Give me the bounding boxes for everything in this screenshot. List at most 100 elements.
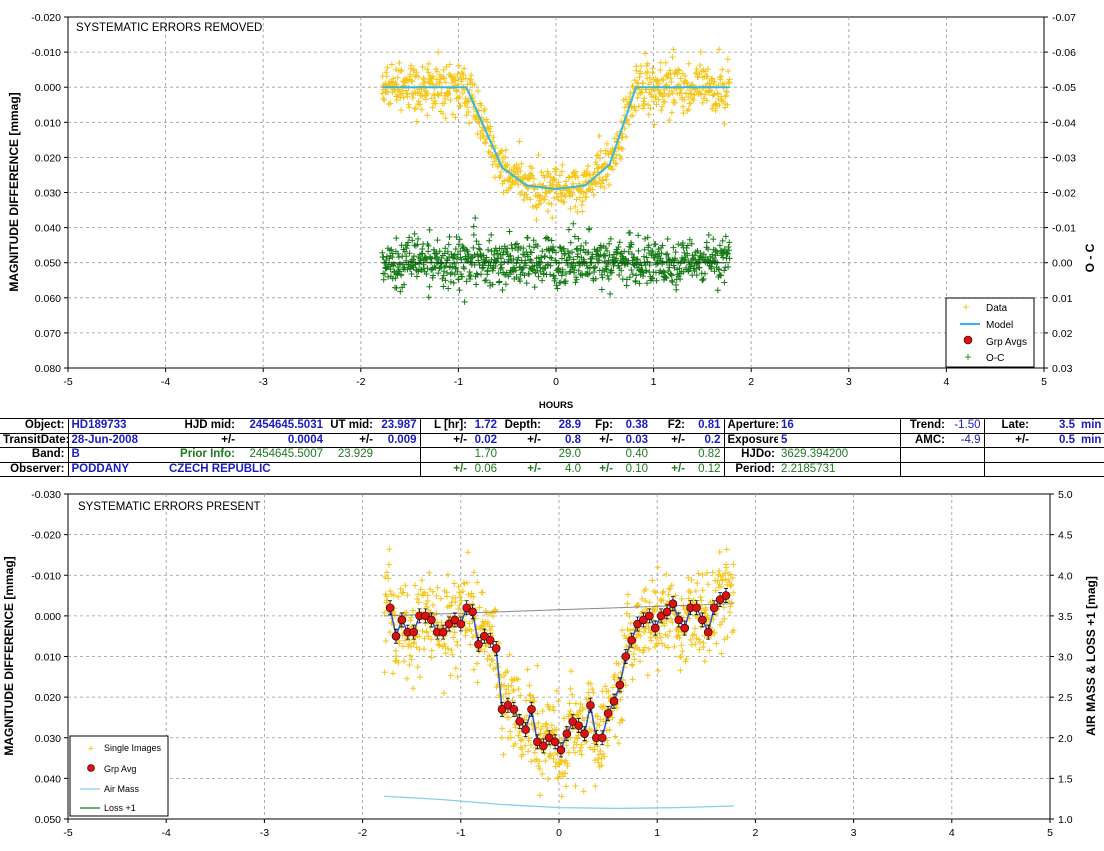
single-image-point [596, 722, 603, 729]
oc-point [458, 273, 465, 280]
oc-point [517, 278, 524, 285]
oc-point [720, 254, 727, 261]
single-image-point [454, 673, 461, 680]
fp-pm: +/- [584, 432, 616, 448]
data-point [645, 111, 652, 118]
bottom-ytick-label: -0.020 [31, 530, 61, 542]
bottom-y2tick-label: 1.0 [1058, 814, 1073, 826]
single-image-point [553, 726, 560, 733]
oc-point [557, 245, 564, 252]
oc-point [573, 276, 580, 283]
oc-point [385, 273, 392, 280]
data-point [569, 191, 576, 198]
oc-point [450, 279, 457, 286]
single-image-point [602, 704, 609, 711]
top-xtick-label: -1 [454, 376, 463, 388]
single-image-point [519, 736, 526, 743]
data-point [710, 91, 717, 98]
data-point [440, 67, 447, 74]
oc-point [607, 235, 614, 242]
oc-point [465, 251, 472, 258]
single-image-point [424, 592, 431, 599]
grp-avg-point [497, 705, 507, 714]
oc-point [554, 285, 561, 292]
oc-point [714, 250, 721, 257]
oc-point [522, 262, 529, 269]
single-image-point [526, 682, 533, 689]
single-image-point [654, 602, 661, 609]
oc-point [472, 214, 479, 221]
data-point [691, 92, 698, 99]
oc-point [575, 235, 582, 242]
data-point [676, 67, 683, 74]
single-image-point [573, 741, 580, 748]
oc-point [557, 279, 564, 286]
single-image-point [611, 671, 618, 678]
oc-point [548, 255, 555, 262]
data-point [411, 106, 418, 113]
data-point [498, 168, 505, 175]
oc-point [645, 242, 652, 249]
data-point [523, 191, 530, 198]
oc-point [408, 271, 415, 278]
oc-point [473, 238, 480, 245]
grp-avg-point [462, 603, 471, 613]
grp-avg-point [409, 627, 418, 637]
single-image-point [459, 588, 466, 595]
oc-point [545, 236, 552, 243]
single-image-point [474, 679, 481, 686]
single-image-point [517, 692, 524, 699]
grp-avg-point [703, 627, 713, 637]
oc-point [406, 250, 413, 257]
oc-point [550, 243, 557, 250]
grp-avg-point [574, 721, 583, 730]
oc-point [566, 269, 573, 276]
data-point [486, 149, 493, 156]
oc-point [594, 248, 601, 255]
single-image-point [729, 575, 736, 582]
single-image-point [660, 597, 667, 604]
single-image-point [699, 587, 706, 594]
single-image-point [636, 646, 643, 653]
single-image-point [395, 659, 402, 666]
single-image-point [606, 726, 613, 733]
single-image-point [592, 783, 599, 790]
single-image-point [630, 651, 637, 658]
single-image-point [641, 644, 648, 651]
grp-avg-point [650, 623, 660, 633]
data-point [689, 95, 696, 102]
oc-point [673, 286, 680, 293]
data-point [439, 110, 446, 117]
oc-point [467, 258, 474, 265]
single-image-point [581, 717, 588, 724]
oc-point [388, 246, 395, 253]
data-point [579, 198, 586, 205]
f2-value: 0.81 [688, 418, 725, 433]
single-image-point [414, 664, 421, 671]
single-image-point [604, 742, 611, 749]
single-image-point [695, 636, 702, 643]
data-point [596, 174, 603, 181]
single-image-point [550, 755, 557, 762]
data-point [569, 180, 576, 187]
data-point [701, 91, 708, 98]
top-ytick-label: -0.020 [31, 12, 61, 24]
data-point [711, 78, 718, 85]
oc-point [424, 265, 431, 272]
top-ytick-label: 0.030 [35, 188, 61, 200]
bottom-ytick-label: 0.010 [35, 652, 61, 664]
oc-point [685, 268, 692, 275]
single-image-point [652, 589, 659, 596]
grp-avg-point [485, 635, 495, 645]
data-point [695, 74, 702, 81]
oc-point [480, 264, 487, 271]
oc-point [411, 253, 418, 260]
single-image-point [624, 626, 631, 633]
single-image-point [706, 647, 713, 654]
oc-point [659, 242, 666, 249]
single-image-point [463, 579, 470, 586]
single-image-point [585, 680, 592, 687]
single-image-point [586, 744, 593, 751]
data-point [665, 90, 672, 97]
single-image-point [451, 629, 458, 636]
